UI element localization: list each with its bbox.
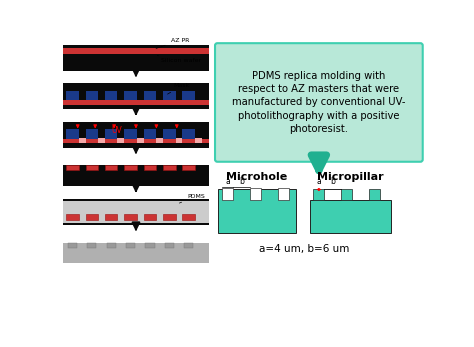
Bar bbox=[63, 199, 209, 225]
Bar bbox=[310, 200, 391, 234]
Bar bbox=[68, 243, 77, 248]
Text: PDMS: PDMS bbox=[179, 194, 205, 203]
Bar bbox=[79, 138, 86, 143]
Text: Micropillar: Micropillar bbox=[317, 172, 383, 182]
Bar bbox=[137, 138, 144, 143]
Bar bbox=[63, 243, 209, 263]
Text: UV: UV bbox=[111, 126, 122, 135]
Bar bbox=[175, 138, 182, 143]
Bar bbox=[107, 243, 116, 248]
Bar bbox=[278, 188, 289, 200]
Bar bbox=[63, 45, 209, 71]
FancyBboxPatch shape bbox=[215, 43, 423, 162]
Bar bbox=[86, 129, 98, 139]
Bar bbox=[163, 91, 175, 100]
Bar bbox=[63, 122, 209, 148]
Text: Silicon wafer: Silicon wafer bbox=[157, 56, 201, 63]
Bar bbox=[341, 189, 352, 200]
Bar bbox=[250, 188, 261, 200]
Text: a: a bbox=[225, 177, 230, 186]
Bar bbox=[98, 138, 105, 143]
Text: PDMS replica molding with
respect to AZ masters that were
manufactured by conven: PDMS replica molding with respect to AZ … bbox=[232, 71, 406, 134]
Bar bbox=[105, 91, 118, 100]
Bar bbox=[105, 129, 118, 139]
Bar bbox=[118, 138, 124, 143]
Bar bbox=[144, 91, 156, 100]
Bar bbox=[124, 129, 137, 139]
Bar bbox=[86, 165, 98, 170]
Bar bbox=[124, 91, 137, 100]
Bar bbox=[144, 214, 156, 220]
Bar bbox=[87, 243, 96, 248]
Bar bbox=[218, 189, 296, 234]
Bar bbox=[105, 214, 118, 220]
Bar bbox=[66, 214, 79, 220]
Bar bbox=[163, 214, 175, 220]
Bar bbox=[164, 243, 174, 248]
Bar bbox=[126, 243, 135, 248]
Bar bbox=[124, 214, 137, 220]
Bar bbox=[63, 201, 209, 222]
Bar bbox=[156, 138, 163, 143]
Bar bbox=[66, 129, 79, 139]
Bar bbox=[86, 91, 98, 100]
Bar bbox=[182, 214, 195, 220]
Bar bbox=[222, 188, 233, 200]
Bar bbox=[86, 214, 98, 220]
Bar bbox=[124, 165, 137, 170]
Text: a: a bbox=[317, 177, 321, 186]
Bar bbox=[313, 189, 324, 200]
Text: b: b bbox=[330, 177, 335, 186]
Text: b: b bbox=[239, 177, 244, 186]
Bar bbox=[144, 165, 156, 170]
Bar bbox=[182, 165, 195, 170]
Bar bbox=[369, 189, 380, 200]
Bar bbox=[105, 165, 118, 170]
Bar bbox=[66, 91, 79, 100]
Bar bbox=[63, 48, 209, 54]
Text: Microhole: Microhole bbox=[226, 172, 288, 182]
Bar bbox=[182, 129, 195, 139]
Bar bbox=[63, 100, 209, 105]
Bar bbox=[145, 243, 155, 248]
Bar bbox=[66, 165, 79, 170]
Text: a=4 um, b=6 um: a=4 um, b=6 um bbox=[259, 244, 350, 254]
Bar bbox=[163, 165, 175, 170]
Bar bbox=[163, 129, 175, 139]
Bar bbox=[63, 165, 209, 186]
Bar bbox=[182, 91, 195, 100]
Text: AZ PR: AZ PR bbox=[156, 37, 189, 49]
Bar bbox=[184, 243, 193, 248]
Bar bbox=[63, 83, 209, 109]
Bar bbox=[63, 139, 209, 143]
Text: Mask: Mask bbox=[167, 83, 190, 94]
Bar bbox=[144, 129, 156, 139]
Bar bbox=[195, 138, 202, 143]
